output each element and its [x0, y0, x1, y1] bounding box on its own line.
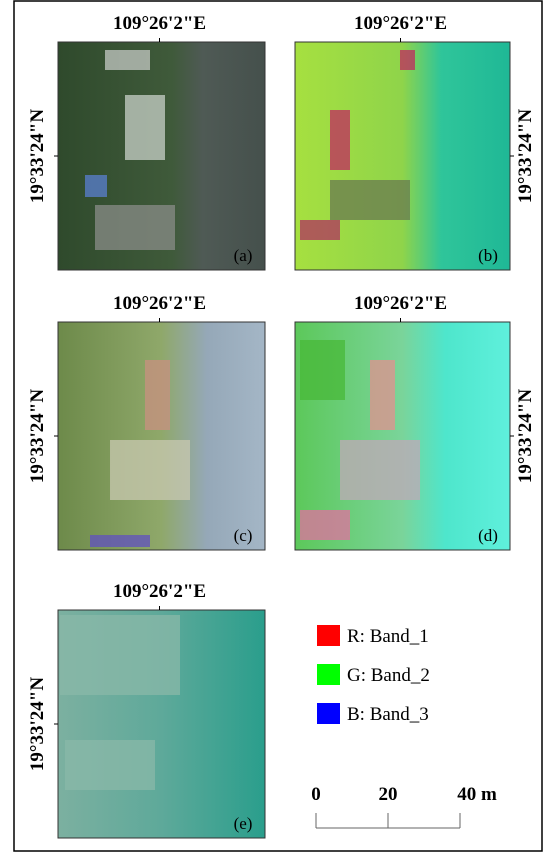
legend-text: B: Band_3	[347, 704, 429, 725]
latitude-label: 19°33'24"N	[515, 109, 536, 203]
image-patch	[340, 440, 420, 500]
legend-text: R: Band_1	[347, 626, 429, 647]
latitude-label: 19°33'24"N	[27, 389, 48, 483]
panel-label: (a)	[234, 246, 253, 265]
legend-swatch	[317, 625, 340, 646]
image-patch	[65, 740, 155, 790]
longitude-label: 109°26'2"E	[113, 293, 206, 314]
image-patch	[300, 510, 350, 540]
image-patch	[110, 440, 190, 500]
image-patch	[60, 615, 180, 695]
longitude-label: 109°26'2"E	[113, 581, 206, 602]
image-patch	[85, 175, 107, 197]
image-patch	[125, 95, 165, 160]
longitude-label: 109°26'2"E	[354, 13, 447, 34]
panel-label: (b)	[478, 246, 498, 265]
image-patch	[400, 50, 415, 70]
image-patch	[95, 205, 175, 250]
legend-swatch	[317, 703, 340, 724]
image-patch	[300, 220, 340, 240]
longitude-label: 109°26'2"E	[354, 293, 447, 314]
image-patch	[330, 180, 410, 220]
figure: 109°26'2"E 19°33'24"N (a) 109°26'2"E 19°33'2…	[0, 0, 543, 852]
legend-text: G: Band_2	[347, 665, 430, 686]
image	[58, 322, 265, 550]
longitude-label: 109°26'2"E	[113, 13, 206, 34]
latitude-label: 19°33'24"N	[27, 677, 48, 771]
image-patch	[300, 340, 345, 400]
image-patch	[90, 535, 150, 547]
scale-label: 20	[379, 784, 398, 805]
scale-label: 40 m	[457, 784, 497, 805]
image-patch	[330, 110, 350, 170]
panel-label: (d)	[478, 526, 498, 545]
image-patch	[145, 360, 170, 430]
latitude-label: 19°33'24"N	[27, 109, 48, 203]
scale-label: 0	[311, 784, 321, 805]
image-patch	[370, 360, 395, 430]
latitude-label: 19°33'24"N	[515, 389, 536, 483]
legend-swatch	[317, 664, 340, 685]
image-patch	[105, 50, 150, 70]
panel-label: (e)	[234, 814, 253, 833]
panel-label: (c)	[234, 526, 253, 545]
